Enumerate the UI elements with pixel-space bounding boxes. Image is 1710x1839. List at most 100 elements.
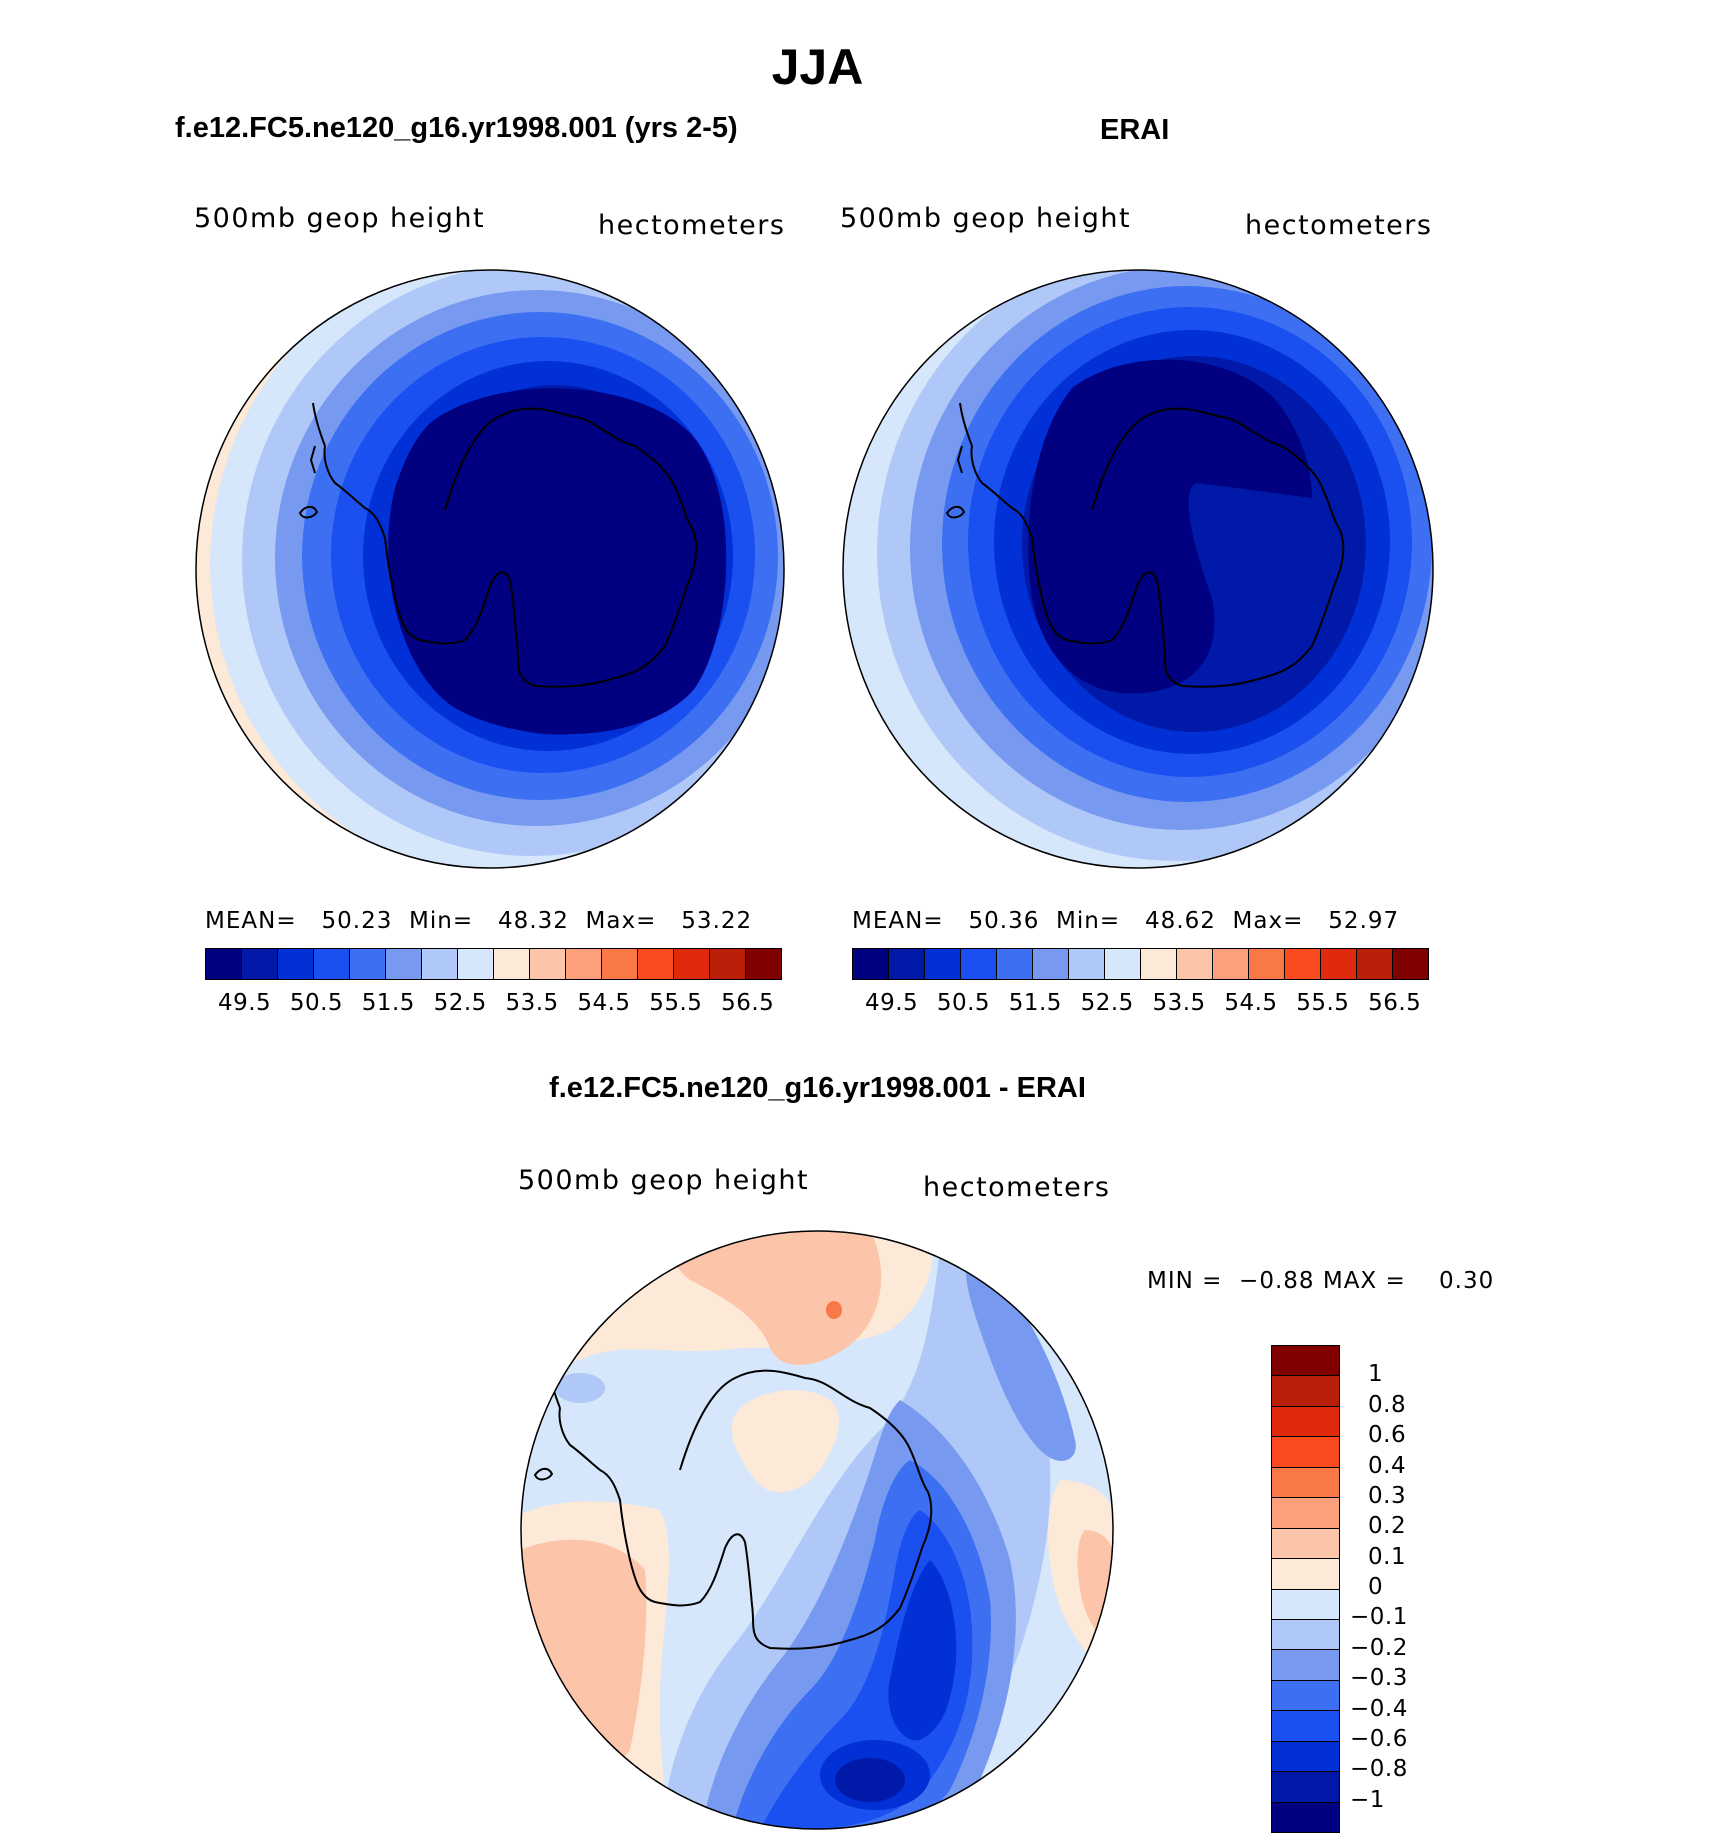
- colorbar-swatch: [1272, 1498, 1339, 1529]
- colorbar-tick-label: 53.5: [1152, 990, 1206, 1016]
- colorbar-tick-label: 54.5: [1224, 990, 1278, 1016]
- colorbar-swatch: [1272, 1650, 1339, 1681]
- colorbar-tick-label: 52.5: [433, 990, 487, 1016]
- colorbar-tick-label: 49.5: [217, 990, 272, 1016]
- variable-label-erai: 500mb geop height: [840, 203, 1132, 234]
- stats-diff: MIN = −0.88 MAX = 0.30: [1147, 1268, 1495, 1294]
- colorbar-labels-difference: 1 0.8 0.6 0.4 0.3 0.2 0.1 0 −0.1 −0.2 −0.3 −0.4 −0.6…: [1350, 1345, 1470, 1831]
- colorbar-swatch: [925, 949, 961, 979]
- colorbar-tick-label: 50.5: [289, 990, 344, 1016]
- stats-erai: MEAN= 50.36 Min= 48.62 Max= 52.97: [852, 908, 1400, 934]
- colorbar-tick-label: −0.6: [1350, 1725, 1408, 1752]
- units-label-model: hectometers: [598, 210, 786, 241]
- colorbar-tick-label: 52.5: [1080, 990, 1134, 1016]
- colorbar-swatch: [853, 949, 889, 979]
- colorbar-swatch: [1272, 1741, 1339, 1773]
- colorbar-swatch: [1272, 1406, 1339, 1438]
- colorbar-swatch: [674, 949, 710, 979]
- colorbar-swatch: [1272, 1467, 1339, 1499]
- colorbar-swatch: [1033, 949, 1069, 979]
- colorbar-swatch: [314, 949, 350, 979]
- colorbar-tick-label: −0.3: [1350, 1665, 1408, 1692]
- colorbar-tick-label: 56.5: [1368, 990, 1422, 1016]
- colorbar-tick-label: 1: [1368, 1361, 1384, 1388]
- colorbar-tick-label: 0.4: [1368, 1452, 1407, 1479]
- colorbar-erai: [852, 948, 1429, 980]
- colorbar-tick-label: 0.8: [1368, 1391, 1407, 1418]
- colorbar-tick-label: −0.4: [1350, 1695, 1408, 1722]
- colorbar-tick-label: −1: [1350, 1786, 1385, 1813]
- colorbar-tick-label: 55.5: [649, 990, 703, 1016]
- colorbar-swatch: [1141, 949, 1177, 979]
- colorbar-swatch: [1321, 949, 1357, 979]
- colorbar-tick-label: 49.5: [864, 990, 919, 1016]
- colorbar-swatch: [1272, 1589, 1339, 1620]
- polar-map-erai: [842, 269, 1434, 869]
- colorbar-tick-label: 56.5: [721, 990, 775, 1016]
- panel-title-erai: ERAI: [1100, 114, 1170, 146]
- colorbar-swatch: [1393, 949, 1428, 979]
- polar-map-difference: [520, 1230, 1114, 1830]
- colorbar-tick-label: 54.5: [577, 990, 631, 1016]
- colorbar-swatch: [961, 949, 997, 979]
- colorbar-model: [205, 948, 782, 980]
- colorbar-swatch: [350, 949, 386, 979]
- colorbar-tick-label: 55.5: [1296, 990, 1350, 1016]
- colorbar-tick-label: −0.2: [1350, 1634, 1408, 1661]
- colorbar-swatch: [1272, 1376, 1339, 1407]
- main-title: JJA: [771, 39, 864, 95]
- colorbar-tick-label: 0.6: [1368, 1422, 1407, 1449]
- colorbar-swatch: [638, 949, 674, 979]
- colorbar-swatch: [1105, 949, 1141, 979]
- colorbar-swatch: [1272, 1711, 1339, 1742]
- stats-model: MEAN= 50.23 Min= 48.32 Max= 53.22: [205, 908, 753, 934]
- colorbar-swatch: [1272, 1528, 1339, 1560]
- colorbar-swatch: [1272, 1437, 1339, 1468]
- colorbar-tick-label: 0.3: [1368, 1482, 1407, 1509]
- colorbar-swatch: [746, 949, 781, 979]
- colorbar-swatch: [1272, 1346, 1339, 1377]
- colorbar-tick-label: 0.2: [1368, 1513, 1407, 1540]
- panel-title-model: f.e12.FC5.ne120_g16.yr1998.001 (yrs 2-5): [175, 112, 738, 144]
- colorbar-difference: [1271, 1345, 1340, 1833]
- colorbar-swatch: [1177, 949, 1213, 979]
- variable-label-model: 500mb geop height: [194, 203, 486, 234]
- colorbar-swatch: [889, 949, 925, 979]
- colorbar-swatch: [530, 949, 566, 979]
- colorbar-swatch: [1357, 949, 1393, 979]
- colorbar-tick-label: 50.5: [936, 990, 991, 1016]
- colorbar-swatch: [997, 949, 1033, 979]
- colorbar-tick-label: −0.1: [1350, 1604, 1408, 1631]
- colorbar-tick-label: 51.5: [1008, 990, 1062, 1016]
- polar-map-model: [195, 269, 785, 869]
- colorbar-labels-model: 49.5 50.5 51.5 52.5 53.5 54.5 55.5 56.5: [205, 990, 780, 1020]
- colorbar-tick-label: 0: [1368, 1574, 1384, 1600]
- colorbar-swatch: [278, 949, 314, 979]
- colorbar-labels-erai: 49.5 50.5 51.5 52.5 53.5 54.5 55.5 56.5: [852, 990, 1427, 1020]
- colorbar-swatch: [422, 949, 458, 979]
- colorbar-swatch: [242, 949, 278, 979]
- colorbar-tick-label: 0.1: [1368, 1543, 1407, 1570]
- colorbar-swatch: [458, 949, 494, 979]
- colorbar-tick-label: 51.5: [361, 990, 415, 1016]
- colorbar-swatch: [1285, 949, 1321, 979]
- diff-title: f.e12.FC5.ne120_g16.yr1998.001 - ERAI: [549, 1072, 1086, 1104]
- variable-label-diff: 500mb geop height: [518, 1165, 810, 1196]
- colorbar-swatch: [1272, 1680, 1339, 1712]
- colorbar-swatch: [1272, 1559, 1339, 1590]
- colorbar-swatch: [1213, 949, 1249, 979]
- colorbar-swatch: [1272, 1772, 1339, 1803]
- colorbar-swatch: [1249, 949, 1285, 979]
- units-label-diff: hectometers: [923, 1172, 1111, 1203]
- colorbar-swatch: [566, 949, 602, 979]
- colorbar-swatch: [1272, 1619, 1339, 1651]
- colorbar-tick-label: 53.5: [505, 990, 559, 1016]
- colorbar-swatch: [206, 949, 242, 979]
- colorbar-swatch: [710, 949, 746, 979]
- colorbar-swatch: [1272, 1802, 1339, 1832]
- colorbar-swatch: [386, 949, 422, 979]
- colorbar-swatch: [1069, 949, 1105, 979]
- colorbar-swatch: [602, 949, 638, 979]
- colorbar-swatch: [494, 949, 530, 979]
- colorbar-tick-label: −0.8: [1350, 1756, 1408, 1783]
